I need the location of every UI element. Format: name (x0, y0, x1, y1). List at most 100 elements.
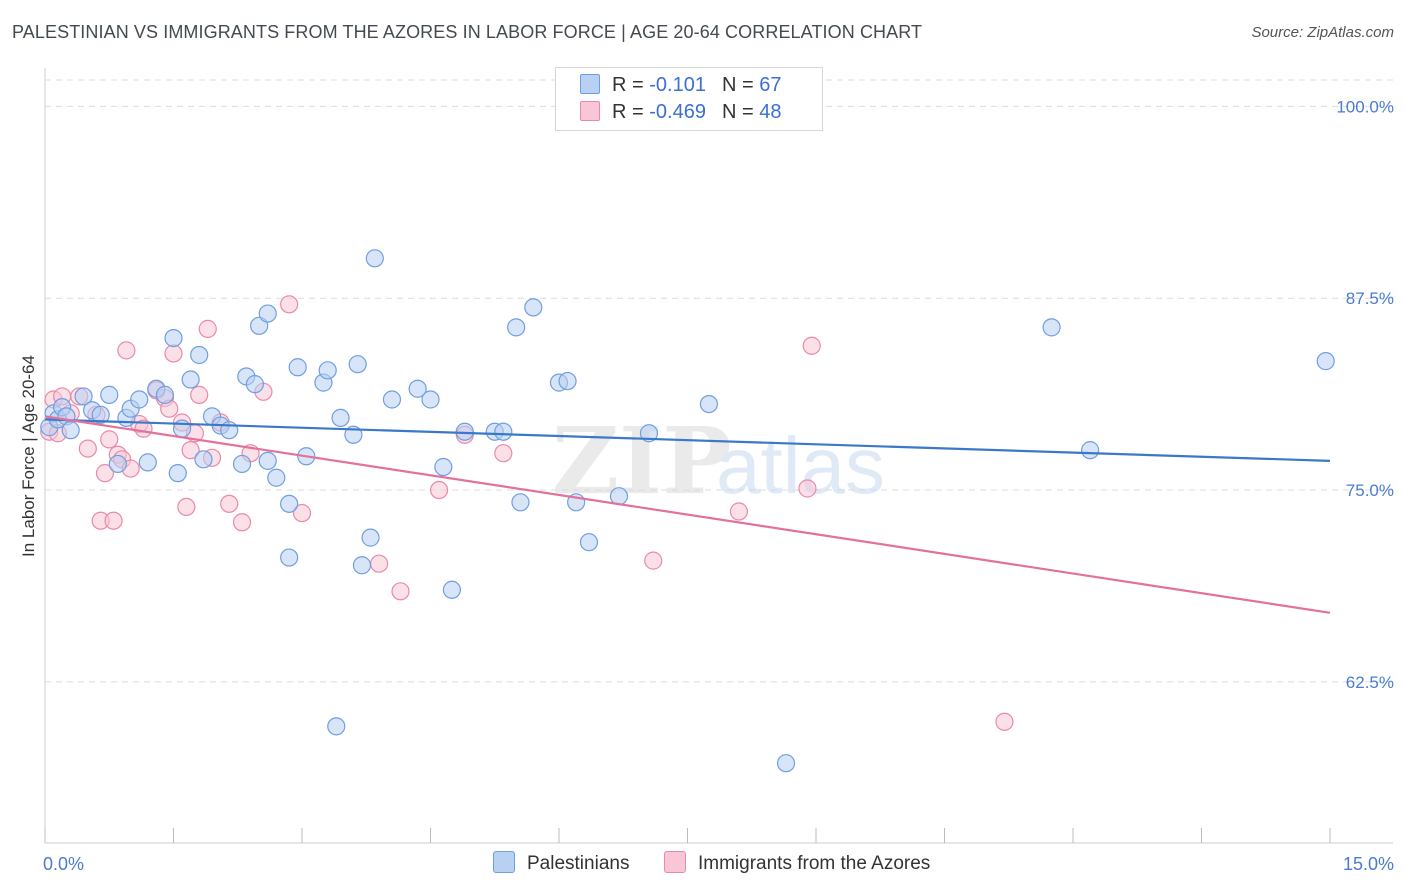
azores-point (177, 497, 196, 517)
azores-point (78, 439, 97, 458)
palestinian-point (579, 533, 599, 552)
palestinian-point (250, 316, 269, 335)
azores-legend-label: Immigrants from the Azores (698, 853, 931, 874)
azores-point (644, 551, 663, 570)
correlation-legend: R = -0.101 N = 67 R = -0.469 N = 48 (555, 67, 823, 131)
azores-point (391, 582, 410, 601)
legend-row-azores: R = -0.469 N = 48 (580, 101, 781, 127)
palestinian-point (155, 385, 175, 404)
azores-legend-swatch (664, 851, 686, 873)
palestinian-point (699, 394, 719, 414)
azores-point (370, 554, 389, 573)
palestinian-point (181, 370, 200, 389)
palestinian-point (639, 424, 659, 443)
palestinian-point (100, 385, 119, 404)
azores-point (802, 336, 821, 355)
azores-point (494, 444, 513, 463)
palestinian-point (190, 345, 209, 365)
azores-point (100, 430, 119, 449)
y-axis-title: In Labor Force | Age 20-64 (19, 355, 38, 557)
azores-point (429, 480, 449, 500)
n-label: N = (721, 101, 754, 123)
y-tick-label: 62.5% (1346, 673, 1394, 692)
palestinian-point (507, 318, 526, 337)
palestinian-point (138, 453, 157, 472)
palestinian-point (194, 450, 213, 469)
palestinian-point (434, 457, 453, 477)
azores-point (798, 479, 817, 498)
palestinian-point (352, 556, 372, 575)
x-tick-label-min: 0.0% (43, 854, 84, 874)
azores-point (117, 341, 136, 360)
azores-point (280, 295, 299, 314)
x-tick-label-max: 15.0% (1343, 854, 1394, 874)
palestinian-point (408, 379, 427, 398)
palestinian-point (267, 468, 286, 487)
r-value: -0.469 (649, 101, 706, 123)
chart-title: PALESTINIAN VS IMMIGRANTS FROM THE AZORE… (12, 22, 923, 42)
azores-point (181, 441, 200, 460)
azores-trendline (44, 415, 1331, 614)
x-ticks (44, 828, 1331, 843)
azores-points (40, 295, 1014, 731)
y-tick-label: 87.5% (1346, 289, 1394, 308)
n-value: 48 (759, 101, 782, 123)
palestinian-point (280, 494, 299, 513)
palestinians-legend-swatch (493, 851, 515, 873)
palestinian-point (382, 390, 402, 409)
palestinian-point (524, 298, 543, 317)
r-label: R = (612, 101, 644, 123)
azores-point (198, 319, 217, 338)
watermark-atlas: atlas (716, 421, 885, 510)
azores-point (995, 712, 1014, 731)
palestinian-point (130, 390, 149, 409)
palestinians-trendline (44, 418, 1331, 462)
azores-swatch (580, 101, 600, 121)
palestinian-point (288, 358, 307, 377)
palestinian-point (361, 528, 380, 547)
azores-point (729, 502, 749, 521)
palestinian-point (1316, 352, 1335, 371)
palestinian-point (280, 548, 299, 567)
palestinian-point (421, 390, 440, 409)
palestinian-point (91, 405, 110, 424)
palestinian-point (74, 387, 93, 406)
palestinian-point (164, 328, 183, 348)
trendlines (44, 415, 1331, 614)
watermark: ZIP atlas (552, 407, 885, 515)
palestinian-point (232, 454, 252, 474)
palestinian-point (348, 355, 367, 374)
palestinians-swatch (580, 74, 600, 94)
palestinians-legend-label: Palestinians (527, 853, 630, 874)
r-label: R = (612, 74, 644, 96)
palestinian-point (327, 717, 346, 736)
azores-point (95, 464, 115, 483)
azores-point (292, 503, 312, 523)
chart-source: Source: ZipAtlas.com (1251, 24, 1394, 41)
azores-point (104, 511, 123, 530)
palestinian-point (558, 371, 577, 391)
r-value: -0.101 (649, 74, 706, 96)
palestinian-point (168, 464, 187, 483)
axes (44, 68, 1393, 844)
azores-point (190, 385, 209, 404)
palestinian-point (318, 361, 337, 380)
palestinian-point (494, 422, 513, 441)
palestinian-point (511, 493, 530, 512)
legend-azores: Immigrants from the Azores (664, 851, 930, 875)
y-tick-label: 100.0% (1336, 97, 1394, 116)
palestinian-point (245, 375, 264, 394)
n-value: 67 (759, 74, 782, 96)
palestinian-point (776, 754, 796, 773)
y-tick-label: 75.0% (1346, 481, 1394, 500)
palestinian-point (1042, 318, 1061, 337)
azores-point (164, 344, 183, 363)
azores-point (232, 513, 252, 532)
azores-point (220, 494, 239, 513)
palestinian-point (61, 421, 80, 440)
palestinian-point (442, 580, 462, 599)
palestinian-point (108, 454, 127, 474)
palestinian-point (331, 408, 350, 428)
palestinian-point (1081, 441, 1100, 460)
